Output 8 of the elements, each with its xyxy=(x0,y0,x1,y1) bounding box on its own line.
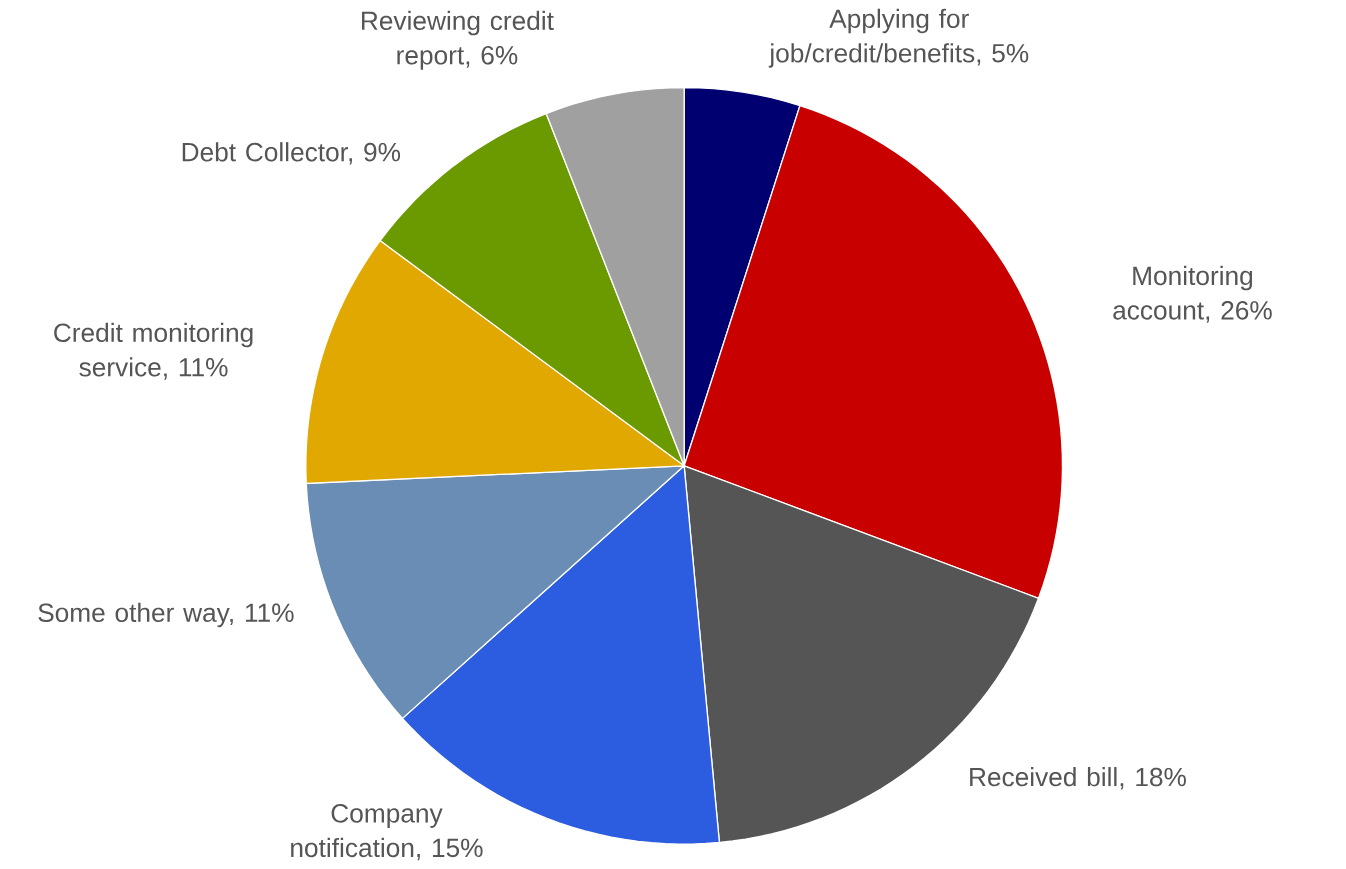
slice-label: Reviewing credit report, 6% xyxy=(362,10,554,70)
slice-label: Monitoring account, 26% xyxy=(1113,265,1272,323)
slice-label: Debt Collector, 9% xyxy=(182,142,401,165)
slice-label: Applying for job/credit/benefits, 5% xyxy=(768,8,1029,68)
slice-label: Credit monitoring service, 11% xyxy=(54,322,253,380)
slice-label: Some other way, 11% xyxy=(38,602,294,628)
slice-label: Company notification, 15% xyxy=(291,804,483,861)
slice-label: Received bill, 18% xyxy=(970,767,1186,790)
